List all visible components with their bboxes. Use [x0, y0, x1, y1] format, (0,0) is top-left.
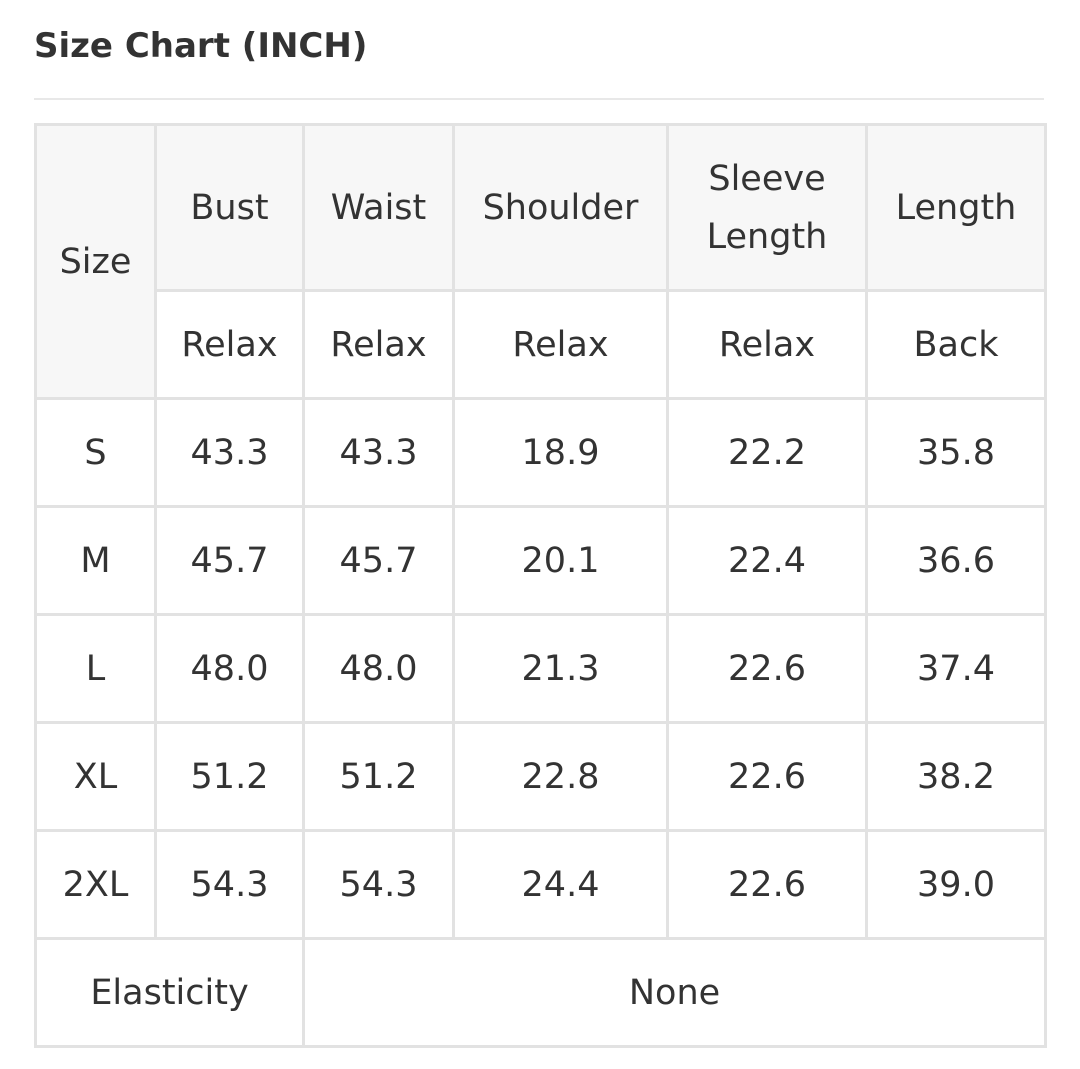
measurement-cell: 22.6 — [666, 721, 868, 832]
measurement-cell: 21.3 — [452, 613, 669, 724]
page-title: Size Chart (INCH) — [34, 26, 368, 66]
measurement-cell: 54.3 — [302, 829, 455, 940]
column-subheader: Back — [865, 289, 1047, 400]
measurement-cell: 43.3 — [302, 397, 455, 508]
table-row: XL 51.2 51.2 22.8 22.6 38.2 — [34, 721, 1047, 832]
measurement-cell: 35.8 — [865, 397, 1047, 508]
size-chart-table: Size Bust Waist Shoulder Sleeve Length L… — [34, 123, 1047, 1048]
measurement-cell: 37.4 — [865, 613, 1047, 724]
elasticity-row: Elasticity None — [34, 937, 1047, 1048]
size-cell: L — [34, 613, 157, 724]
column-subheader: Relax — [302, 289, 455, 400]
measurement-cell: 22.2 — [666, 397, 868, 508]
size-header: Size — [34, 123, 157, 400]
measurement-cell: 39.0 — [865, 829, 1047, 940]
column-header: Waist — [302, 123, 455, 292]
header-row: Size Bust Waist Shoulder Sleeve Length L… — [34, 123, 1047, 400]
subheader-row: Relax Relax Relax Relax Back — [36, 289, 1047, 400]
measurement-cell: 18.9 — [452, 397, 669, 508]
size-cell: M — [34, 505, 157, 616]
column-header: Sleeve Length — [666, 123, 868, 292]
divider — [34, 98, 1044, 100]
column-header: Length — [865, 123, 1047, 292]
column-subheader: Relax — [452, 289, 669, 400]
measurement-cell: 43.3 — [154, 397, 305, 508]
column-header: Shoulder — [452, 123, 669, 292]
measurement-cell: 45.7 — [154, 505, 305, 616]
measurement-cell: 48.0 — [302, 613, 455, 724]
table-row: L 48.0 48.0 21.3 22.6 37.4 — [34, 613, 1047, 724]
size-cell: XL — [34, 721, 157, 832]
measurement-cell: 22.4 — [666, 505, 868, 616]
measurement-cell: 22.6 — [666, 613, 868, 724]
measurement-cell: 20.1 — [452, 505, 669, 616]
measurement-cell: 45.7 — [302, 505, 455, 616]
column-subheader: Relax — [154, 289, 305, 400]
measurement-cell: 51.2 — [302, 721, 455, 832]
table-row: S 43.3 43.3 18.9 22.2 35.8 — [34, 397, 1047, 508]
measurement-cell: 51.2 — [154, 721, 305, 832]
measurement-cell: 48.0 — [154, 613, 305, 724]
elasticity-value: None — [302, 937, 1047, 1048]
measurement-cell: 22.6 — [666, 829, 868, 940]
measurement-cell: 38.2 — [865, 721, 1047, 832]
size-cell: S — [34, 397, 157, 508]
size-cell: 2XL — [34, 829, 157, 940]
measurement-cell: 36.6 — [865, 505, 1047, 616]
column-header: Bust — [154, 123, 305, 292]
elasticity-label: Elasticity — [34, 937, 305, 1048]
measurement-cell: 54.3 — [154, 829, 305, 940]
table-row: 2XL 54.3 54.3 24.4 22.6 39.0 — [34, 829, 1047, 940]
measurement-cell: 24.4 — [452, 829, 669, 940]
measurement-cell: 22.8 — [452, 721, 669, 832]
table-row: M 45.7 45.7 20.1 22.4 36.6 — [34, 505, 1047, 616]
column-subheader: Relax — [666, 289, 868, 400]
